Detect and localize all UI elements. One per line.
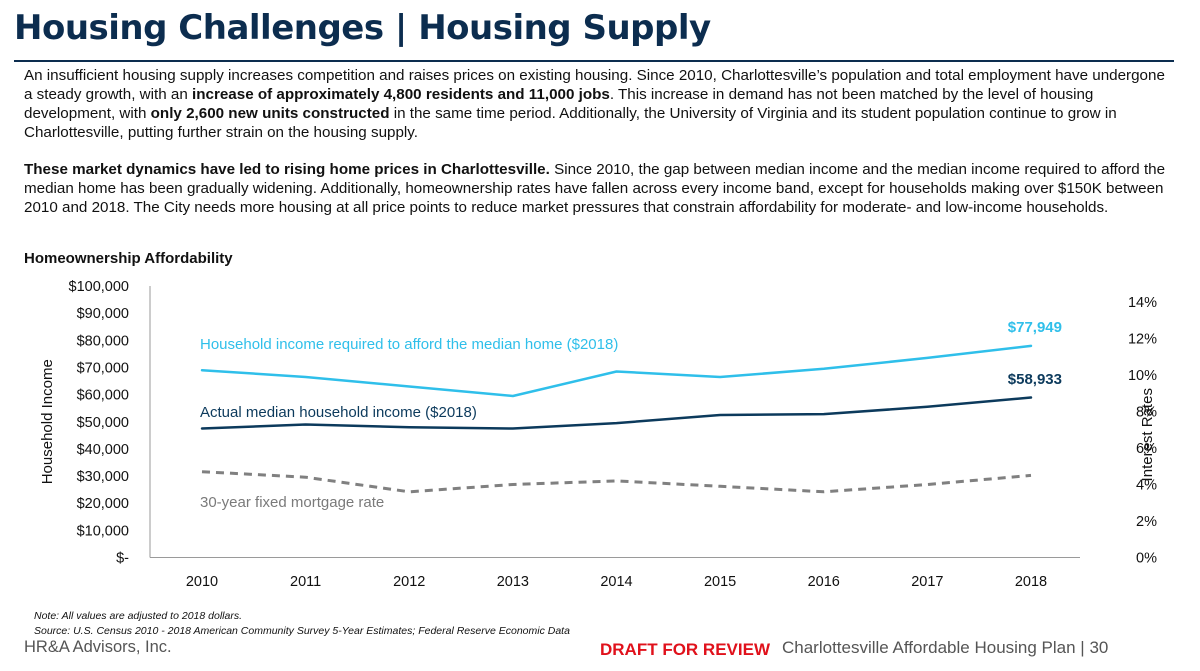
mortgage-rate-label: 30-year fixed mortgage rate: [200, 494, 384, 511]
y-tick-label: $20,000: [77, 496, 129, 512]
y-tick-label: $80,000: [77, 333, 129, 349]
y2-tick-label: 4%: [1136, 478, 1157, 494]
y-tick-label: $-: [116, 551, 129, 567]
y2-tick-label: 14%: [1128, 295, 1157, 311]
x-tick-label: 2018: [1015, 574, 1047, 590]
x-tick-label: 2015: [704, 574, 736, 590]
y-axis-title: Household Income: [39, 359, 56, 484]
footer-organization: HR&A Advisors, Inc.: [24, 638, 172, 656]
x-tick-label: 2013: [497, 574, 529, 590]
draft-badge: DRAFT FOR REVIEW: [600, 640, 770, 659]
chart-source: Source: U.S. Census 2010 - 2018 American…: [34, 625, 570, 637]
homeownership-affordability-chart: $- $10,000 $20,000 $30,000 $40,000 $50,000 $60…: [39, 279, 1157, 590]
emphasis-text: increase of approximately 4,800 resident…: [192, 86, 610, 103]
y-tick-label: $30,000: [77, 469, 129, 485]
chart-title: Homeownership Affordability: [24, 250, 233, 267]
median-household-income-label: Actual median household income ($2018): [200, 404, 477, 421]
x-tick-label: 2011: [290, 574, 321, 590]
y2-tick-label: 10%: [1128, 368, 1157, 384]
median-household-income-end-value: $58,933: [1008, 371, 1062, 388]
y-tick-label: $50,000: [77, 415, 129, 431]
y2-tick-label: 12%: [1128, 332, 1157, 348]
body-text: in the same time period. Additionally, t…: [24, 105, 1117, 141]
market-dynamics-paragraph: These market dynamics have led to rising…: [24, 160, 1174, 217]
footer-document-page: Charlottesville Affordable Housing Plan …: [782, 638, 1109, 657]
y-tick-label: $100,000: [69, 279, 129, 295]
body-text: An insufficient housing supply increases…: [24, 67, 1165, 103]
intro-paragraph: An insufficient housing supply increases…: [24, 66, 1174, 142]
median-home-income-line: [200, 344, 1033, 398]
x-tick-label: 2014: [600, 574, 632, 590]
x-tick-label: 2012: [393, 574, 425, 590]
y-tick-label: $90,000: [77, 306, 129, 322]
page-title: Housing Challenges | Housing Supply: [14, 8, 711, 48]
y-tick-label: $60,000: [77, 388, 129, 404]
y2-tick-label: 2%: [1136, 514, 1157, 530]
x-tick-label: 2010: [186, 574, 218, 590]
emphasis-text: These market dynamics have led to rising…: [24, 161, 550, 178]
y2-tick-label: 0%: [1136, 551, 1157, 567]
mortgage-rate-line: [201, 470, 1032, 494]
y2-tick-label: 6%: [1136, 441, 1157, 457]
y-tick-label: $10,000: [77, 523, 129, 539]
median-home-income-label: Household income required to afford the …: [200, 336, 618, 353]
body-text: . This increase in demand has not been m…: [24, 86, 1094, 122]
chart-note: Note: All values are adjusted to 2018 do…: [34, 610, 242, 622]
median-home-income-end-value: $77,949: [1008, 319, 1062, 336]
emphasis-text: only 2,600 new units constructed: [150, 105, 390, 122]
title-divider: [14, 60, 1174, 62]
y-tick-label: $70,000: [77, 360, 129, 376]
x-tick-label: 2017: [911, 574, 943, 590]
body-text: Since 2010, the gap between median incom…: [24, 161, 1166, 216]
y-tick-label: $40,000: [77, 442, 129, 458]
y2-axis-title: Interest Rates: [1139, 388, 1156, 481]
y2-tick-label: 8%: [1136, 405, 1157, 421]
x-tick-label: 2016: [808, 574, 840, 590]
